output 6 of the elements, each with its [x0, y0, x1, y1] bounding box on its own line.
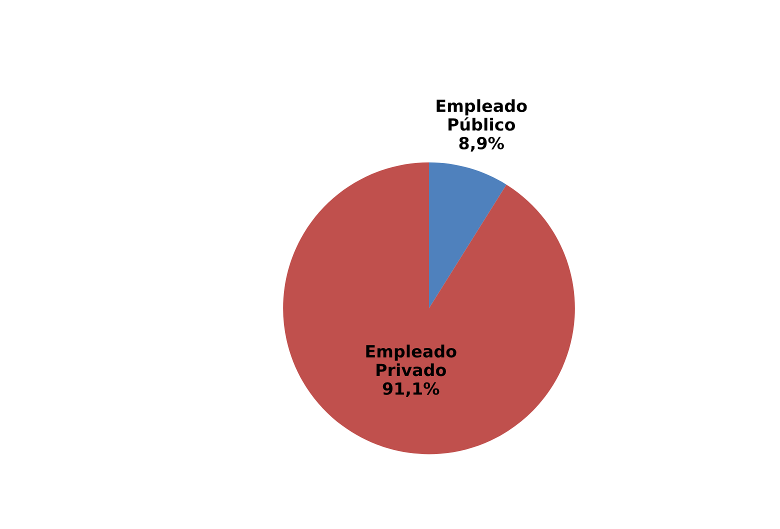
pie-slice — [283, 162, 575, 454]
data-label: 8,9% — [459, 136, 504, 152]
data-label: 91,1% — [382, 382, 440, 398]
pie-slice — [429, 162, 506, 308]
slice-label: Empleado Público — [436, 99, 527, 131]
slice-label: Empleado Privado — [366, 344, 456, 376]
